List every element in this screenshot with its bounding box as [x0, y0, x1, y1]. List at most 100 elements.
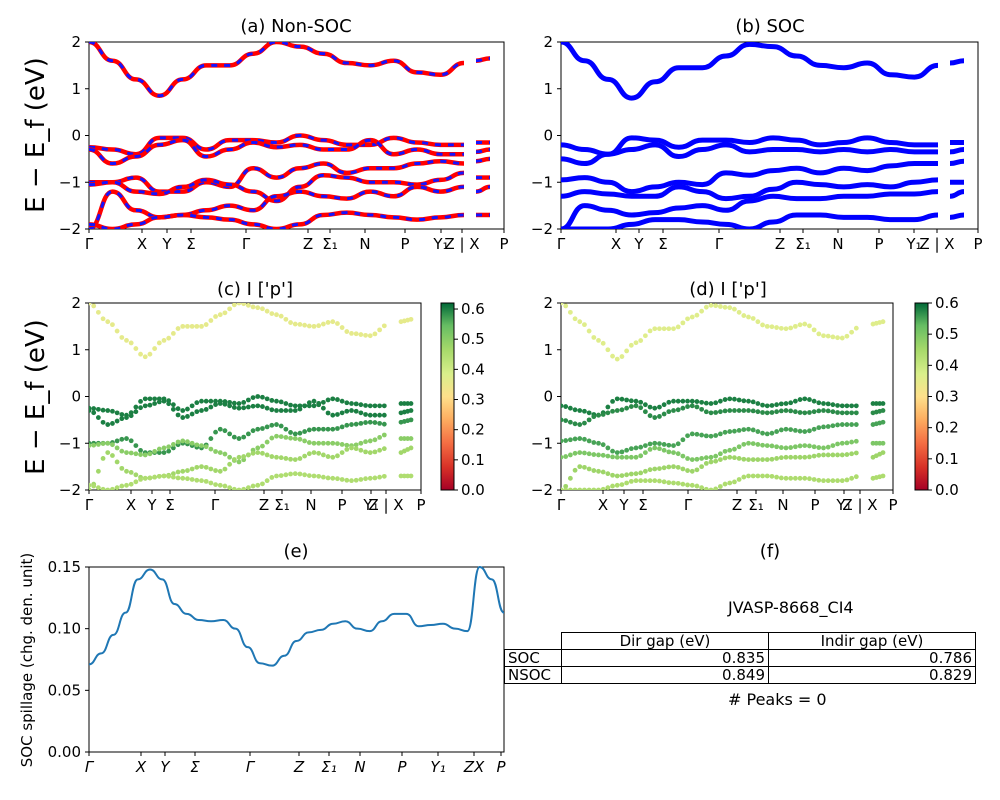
y-tick-label: 0 [71, 127, 81, 145]
band-point [713, 400, 719, 406]
band-point [792, 409, 798, 415]
band-point [114, 410, 120, 416]
band-point [349, 330, 354, 336]
band-point [128, 469, 134, 475]
x-tick-label: Z | X [444, 235, 479, 253]
band-point [624, 405, 630, 411]
band-point [128, 481, 134, 487]
band-point [783, 408, 789, 413]
band-point [582, 464, 587, 470]
band-point [203, 478, 209, 484]
band-point [764, 403, 770, 409]
band-point [119, 448, 125, 454]
band-point [377, 435, 383, 440]
band-point [189, 440, 195, 446]
gap-table-row-label: NSOC [504, 666, 562, 684]
x-tick-label: P [496, 758, 506, 776]
band-line-soc [561, 135, 938, 157]
band-point [91, 406, 97, 411]
band-point [353, 331, 359, 337]
band-point [873, 401, 879, 406]
band-point [600, 340, 606, 346]
band-point [274, 454, 279, 460]
band-point [231, 434, 237, 440]
band-point [561, 454, 564, 460]
band-point [349, 422, 354, 427]
band-point [199, 398, 204, 404]
x-tick-label: Z [732, 496, 742, 514]
band-point [152, 346, 158, 351]
band-point [381, 421, 387, 427]
y-tick-label: 0.00 [48, 743, 81, 761]
band-point [703, 455, 709, 461]
band-point [283, 401, 289, 406]
band-point [161, 398, 167, 404]
band-point [736, 444, 742, 450]
band-point [311, 426, 317, 432]
band-point [741, 398, 747, 404]
band-point [722, 455, 728, 461]
band-point [811, 398, 817, 404]
band-point [170, 445, 176, 451]
band-point [302, 453, 308, 459]
band-point [652, 445, 658, 451]
band-point [316, 450, 322, 456]
band-point [401, 436, 407, 441]
band-point [736, 477, 742, 482]
band-point [567, 405, 573, 411]
band-point [591, 487, 597, 490]
band-point [732, 408, 737, 413]
band-point [105, 440, 111, 446]
band-point [408, 436, 414, 441]
band-point [591, 452, 597, 457]
band-point [788, 408, 794, 414]
band-point [671, 464, 676, 470]
band-point [227, 454, 233, 460]
band-point [713, 303, 719, 309]
band-point [853, 422, 859, 427]
band-point [880, 450, 886, 455]
band-point [741, 427, 747, 432]
band-point [100, 456, 106, 461]
band-point [760, 410, 765, 415]
band-point [250, 450, 256, 456]
band-point [567, 309, 573, 315]
band-point [703, 304, 709, 310]
colorbar-c-gradient [440, 302, 455, 491]
band-point [367, 419, 373, 425]
band-point [292, 457, 298, 463]
band-point [774, 474, 780, 480]
band-point [381, 412, 387, 418]
band-point [213, 402, 218, 408]
band-point [722, 408, 728, 414]
band-point [685, 316, 690, 322]
band-point [292, 431, 298, 437]
band-point [741, 441, 747, 447]
band-point [821, 401, 826, 406]
band-point [797, 322, 803, 328]
band-point [241, 400, 247, 405]
band-point [405, 436, 411, 441]
y-tick-label: 0.15 [48, 558, 81, 576]
colorbar-tick-label: 0.0 [935, 481, 959, 499]
band-point [755, 401, 761, 406]
band-point [619, 396, 625, 402]
x-tick-label: Z [775, 235, 785, 253]
band-point [666, 326, 672, 332]
band-point [297, 430, 303, 436]
band-point [732, 396, 737, 402]
band-point [839, 478, 845, 484]
band-point [835, 403, 840, 408]
band-point [830, 334, 836, 340]
band-point [311, 473, 317, 479]
band-point [769, 456, 775, 462]
band-point [194, 409, 200, 415]
band-point [166, 448, 172, 454]
band-point [203, 464, 209, 470]
band-point [330, 440, 336, 446]
band-point [647, 441, 653, 447]
band-point [717, 457, 723, 463]
band-point [614, 482, 620, 488]
band-point [306, 427, 312, 433]
band-point [95, 309, 101, 315]
